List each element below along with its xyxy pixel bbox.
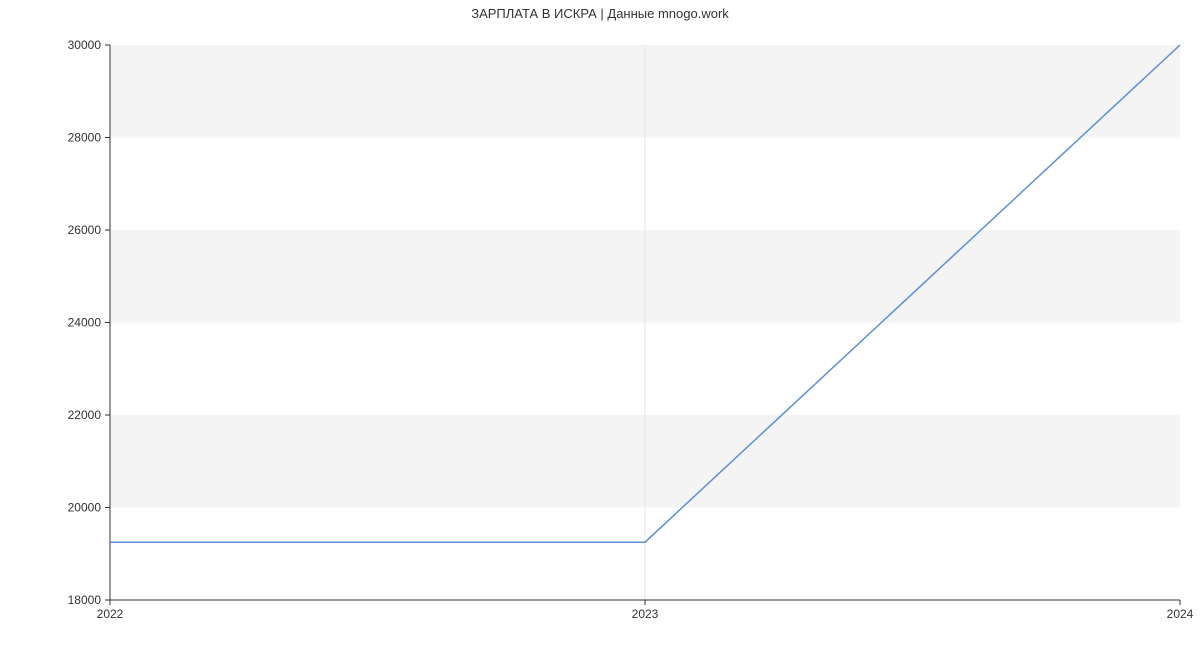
svg-text:30000: 30000 bbox=[68, 38, 102, 52]
salary-line-chart: ЗАРПЛАТА В ИСКРА | Данные mnogo.work 180… bbox=[0, 0, 1200, 650]
svg-text:28000: 28000 bbox=[68, 131, 102, 145]
svg-text:2024: 2024 bbox=[1167, 607, 1194, 621]
svg-text:2023: 2023 bbox=[632, 607, 659, 621]
svg-text:24000: 24000 bbox=[68, 316, 102, 330]
svg-text:20000: 20000 bbox=[68, 501, 102, 515]
svg-text:2022: 2022 bbox=[97, 607, 124, 621]
svg-text:18000: 18000 bbox=[68, 593, 102, 607]
svg-text:22000: 22000 bbox=[68, 408, 102, 422]
svg-text:26000: 26000 bbox=[68, 223, 102, 237]
chart-svg: 18000 20000 22000 24000 26000 28000 30000 2022 2… bbox=[0, 0, 1200, 650]
